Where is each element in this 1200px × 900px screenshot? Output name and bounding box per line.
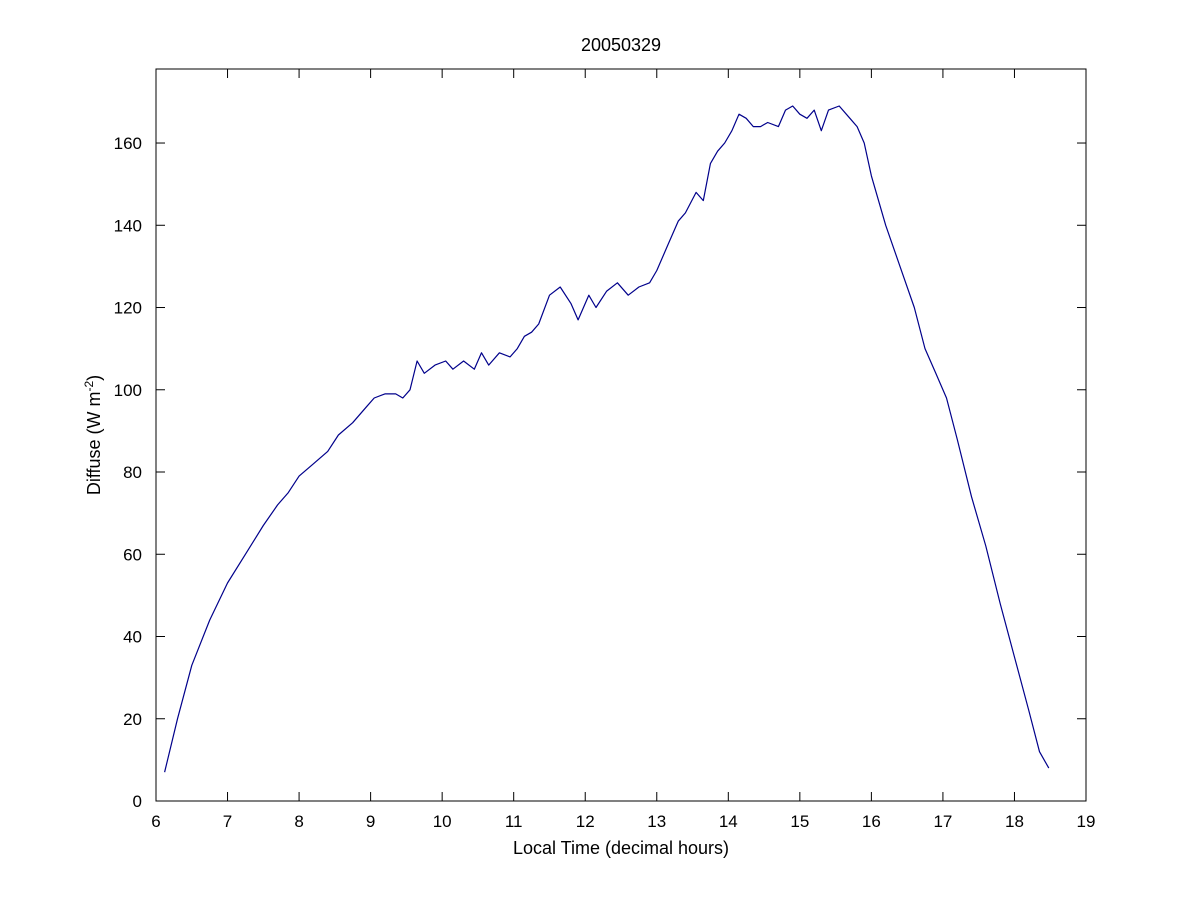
y-axis-title-close: )	[84, 375, 104, 381]
x-tick-label: 18	[1005, 812, 1024, 831]
series-group	[164, 105, 1050, 773]
series-line	[164, 105, 1050, 773]
x-tick-label: 17	[933, 812, 952, 831]
y-tick-label: 140	[114, 216, 142, 235]
axis-ticks	[155, 69, 1087, 802]
x-tick-label: 14	[719, 812, 738, 831]
x-tick-label: 16	[862, 812, 881, 831]
y-tick-label: 120	[114, 299, 142, 318]
y-tick-label: 60	[123, 545, 142, 564]
axis-tick-labels: 6 7 8 9 10 11 12 13 14 15 16 17 18 19 0 20 40 60 80 100 120 1…	[114, 134, 1096, 831]
x-tick-label: 8	[294, 812, 303, 831]
y-axis-title-main: Diffuse (W m	[84, 391, 104, 495]
y-tick-label: 0	[133, 792, 142, 811]
x-tick-label: 7	[223, 812, 232, 831]
x-tick-label: 9	[366, 812, 375, 831]
x-tick-label: 19	[1077, 812, 1096, 831]
y-tick-label: 20	[123, 710, 142, 729]
x-tick-label: 15	[790, 812, 809, 831]
y-tick-label: 160	[114, 134, 142, 153]
plot-area	[156, 69, 1086, 801]
x-tick-label: 12	[576, 812, 595, 831]
x-tick-label: 13	[647, 812, 666, 831]
y-axis-title-superscript: -2	[82, 380, 96, 391]
y-tick-label: 40	[123, 628, 142, 647]
chart-title: 20050329	[581, 35, 661, 55]
y-tick-label: 80	[123, 463, 142, 482]
x-axis-title: Local Time (decimal hours)	[513, 838, 729, 858]
x-tick-label: 11	[505, 812, 523, 831]
plot-frame	[155, 68, 1087, 802]
x-tick-label: 6	[151, 812, 160, 831]
x-tick-label: 10	[433, 812, 452, 831]
y-tick-label: 100	[114, 381, 142, 400]
y-axis-title: Diffuse (W m-2)	[82, 375, 104, 495]
